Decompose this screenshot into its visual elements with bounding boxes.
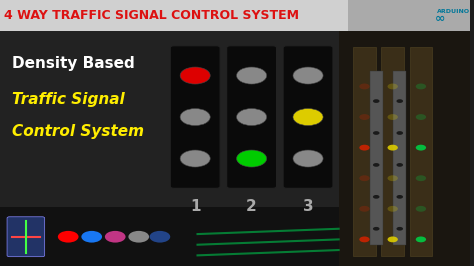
Circle shape — [58, 231, 79, 243]
FancyBboxPatch shape — [283, 46, 333, 188]
FancyBboxPatch shape — [353, 47, 376, 256]
Circle shape — [105, 231, 126, 243]
Circle shape — [396, 227, 403, 231]
FancyBboxPatch shape — [7, 217, 45, 257]
Circle shape — [416, 114, 426, 120]
Circle shape — [388, 206, 398, 212]
Circle shape — [237, 67, 267, 84]
Bar — [0, 0, 338, 266]
Circle shape — [396, 131, 403, 135]
Circle shape — [293, 109, 323, 126]
Bar — [0, 207, 338, 266]
Circle shape — [373, 163, 380, 167]
Bar — [0, 0, 348, 31]
FancyBboxPatch shape — [227, 46, 276, 188]
Bar — [198, 213, 338, 266]
Circle shape — [373, 131, 380, 135]
Circle shape — [396, 163, 403, 167]
Circle shape — [359, 84, 370, 89]
Circle shape — [416, 206, 426, 212]
Circle shape — [180, 67, 210, 84]
Circle shape — [388, 236, 398, 242]
Circle shape — [359, 145, 370, 151]
Bar — [338, 0, 470, 266]
Circle shape — [359, 114, 370, 120]
Circle shape — [373, 99, 380, 103]
FancyBboxPatch shape — [370, 71, 383, 245]
Circle shape — [388, 84, 398, 89]
Circle shape — [180, 150, 210, 167]
Circle shape — [388, 114, 398, 120]
Circle shape — [128, 231, 149, 243]
Text: 4 WAY TRAFFIC SIGNAL CONTROL SYSTEM: 4 WAY TRAFFIC SIGNAL CONTROL SYSTEM — [4, 9, 299, 22]
Circle shape — [180, 109, 210, 126]
FancyBboxPatch shape — [170, 46, 220, 188]
Circle shape — [416, 175, 426, 181]
Text: 3: 3 — [303, 199, 313, 214]
Circle shape — [388, 175, 398, 181]
Circle shape — [416, 236, 426, 242]
Circle shape — [396, 99, 403, 103]
Text: ∞: ∞ — [435, 12, 445, 25]
Text: Traffic Signal: Traffic Signal — [12, 92, 125, 107]
Circle shape — [373, 227, 380, 231]
Circle shape — [359, 236, 370, 242]
Circle shape — [293, 150, 323, 167]
Circle shape — [293, 67, 323, 84]
Circle shape — [237, 109, 267, 126]
Text: Control System: Control System — [12, 124, 144, 139]
FancyBboxPatch shape — [410, 47, 432, 256]
FancyBboxPatch shape — [393, 71, 406, 245]
Circle shape — [416, 145, 426, 151]
Circle shape — [150, 231, 170, 243]
Bar — [348, 0, 470, 31]
Circle shape — [416, 84, 426, 89]
FancyBboxPatch shape — [382, 47, 404, 256]
Text: 2: 2 — [246, 199, 257, 214]
Text: ARDUINO: ARDUINO — [438, 10, 470, 14]
Circle shape — [237, 150, 267, 167]
Circle shape — [396, 195, 403, 199]
Text: 1: 1 — [190, 199, 201, 214]
Circle shape — [82, 231, 102, 243]
Circle shape — [388, 145, 398, 151]
Circle shape — [359, 206, 370, 212]
Circle shape — [359, 175, 370, 181]
Text: Density Based: Density Based — [12, 56, 135, 71]
Circle shape — [373, 195, 380, 199]
